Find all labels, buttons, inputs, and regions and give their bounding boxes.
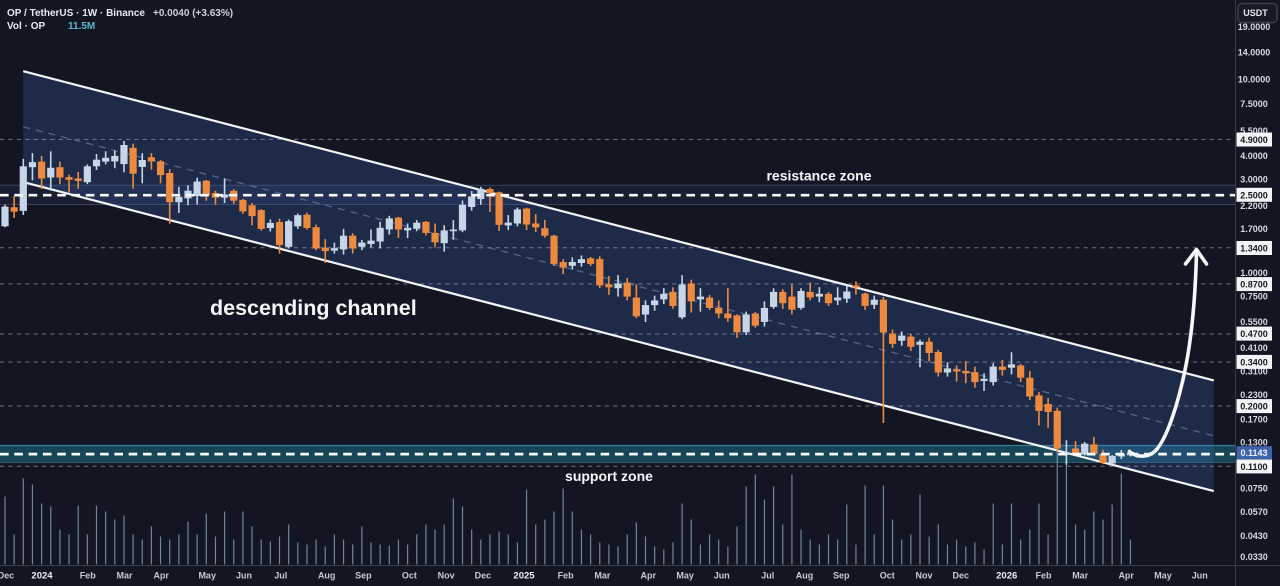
svg-text:Nov: Nov (438, 571, 455, 581)
svg-text:Sep: Sep (833, 571, 850, 581)
svg-text:Dec: Dec (0, 571, 14, 581)
svg-text:0.7500: 0.7500 (1240, 292, 1268, 302)
svg-text:4.9000: 4.9000 (1240, 135, 1268, 145)
svg-text:Mar: Mar (594, 571, 611, 581)
svg-text:0.2000: 0.2000 (1240, 402, 1268, 412)
svg-text:Sep: Sep (355, 571, 372, 581)
svg-text:0.1143: 0.1143 (1240, 448, 1267, 458)
svg-text:Aug: Aug (796, 571, 814, 581)
svg-text:Aug: Aug (318, 571, 336, 581)
svg-text:Mar: Mar (1072, 571, 1089, 581)
svg-text:Dec: Dec (953, 571, 970, 581)
svg-text:0.0570: 0.0570 (1240, 507, 1268, 517)
svg-text:Jul: Jul (761, 571, 774, 581)
svg-text:OP / TetherUS · 1W · Binance: OP / TetherUS · 1W · Binance (7, 8, 145, 19)
svg-text:0.8700: 0.8700 (1240, 280, 1268, 290)
svg-text:Apr: Apr (153, 571, 169, 581)
svg-text:Vol · OP: Vol · OP (7, 21, 45, 32)
svg-text:0.3100: 0.3100 (1240, 366, 1268, 376)
svg-text:Mar: Mar (116, 571, 133, 581)
svg-text:0.4100: 0.4100 (1240, 343, 1268, 353)
svg-text:May: May (1154, 571, 1172, 581)
svg-text:1.3400: 1.3400 (1240, 244, 1268, 254)
svg-text:2.2000: 2.2000 (1240, 201, 1268, 211)
svg-text:10.0000: 10.0000 (1238, 75, 1271, 85)
svg-text:Apr: Apr (641, 571, 657, 581)
svg-text:5.5000: 5.5000 (1240, 126, 1268, 136)
svg-text:Feb: Feb (80, 571, 97, 581)
svg-text:2.5000: 2.5000 (1240, 190, 1268, 200)
svg-text:Jul: Jul (274, 571, 287, 581)
svg-text:support zone: support zone (565, 468, 653, 484)
svg-text:0.3400: 0.3400 (1240, 358, 1268, 368)
svg-text:11.5M: 11.5M (68, 21, 95, 32)
svg-text:1.0000: 1.0000 (1240, 268, 1268, 278)
svg-text:0.5500: 0.5500 (1240, 317, 1268, 327)
svg-text:Oct: Oct (880, 571, 895, 581)
svg-text:Feb: Feb (558, 571, 575, 581)
svg-text:0.4700: 0.4700 (1240, 329, 1268, 339)
svg-text:0.1700: 0.1700 (1240, 414, 1268, 424)
svg-text:descending channel: descending channel (210, 296, 417, 320)
svg-text:+0.0040 (+3.63%): +0.0040 (+3.63%) (153, 8, 233, 19)
svg-text:3.0000: 3.0000 (1240, 174, 1268, 184)
svg-text:7.5000: 7.5000 (1240, 99, 1268, 109)
svg-text:0.2300: 0.2300 (1240, 390, 1268, 400)
svg-text:2026: 2026 (996, 571, 1017, 582)
svg-text:Jun: Jun (714, 571, 730, 581)
svg-text:resistance zone: resistance zone (766, 168, 871, 184)
svg-text:19.0000: 19.0000 (1238, 22, 1271, 32)
svg-text:Jun: Jun (1192, 571, 1208, 581)
svg-text:0.0750: 0.0750 (1240, 484, 1268, 494)
svg-text:Jun: Jun (236, 571, 252, 581)
svg-text:USDT: USDT (1243, 8, 1268, 18)
svg-text:Apr: Apr (1118, 571, 1134, 581)
svg-text:Feb: Feb (1035, 571, 1052, 581)
svg-text:0.1300: 0.1300 (1240, 437, 1268, 447)
svg-text:0.0430: 0.0430 (1240, 531, 1268, 541)
svg-text:Dec: Dec (475, 571, 492, 581)
svg-text:2024: 2024 (31, 571, 53, 582)
svg-text:Nov: Nov (915, 571, 932, 581)
svg-text:14.0000: 14.0000 (1238, 47, 1271, 57)
svg-text:2025: 2025 (513, 571, 535, 582)
svg-text:May: May (676, 571, 694, 581)
svg-text:0.1100: 0.1100 (1240, 462, 1267, 472)
svg-text:1.7000: 1.7000 (1240, 224, 1268, 234)
svg-text:4.0000: 4.0000 (1240, 151, 1268, 161)
svg-text:Oct: Oct (402, 571, 417, 581)
svg-text:0.0330: 0.0330 (1240, 552, 1268, 562)
svg-text:May: May (198, 571, 216, 581)
